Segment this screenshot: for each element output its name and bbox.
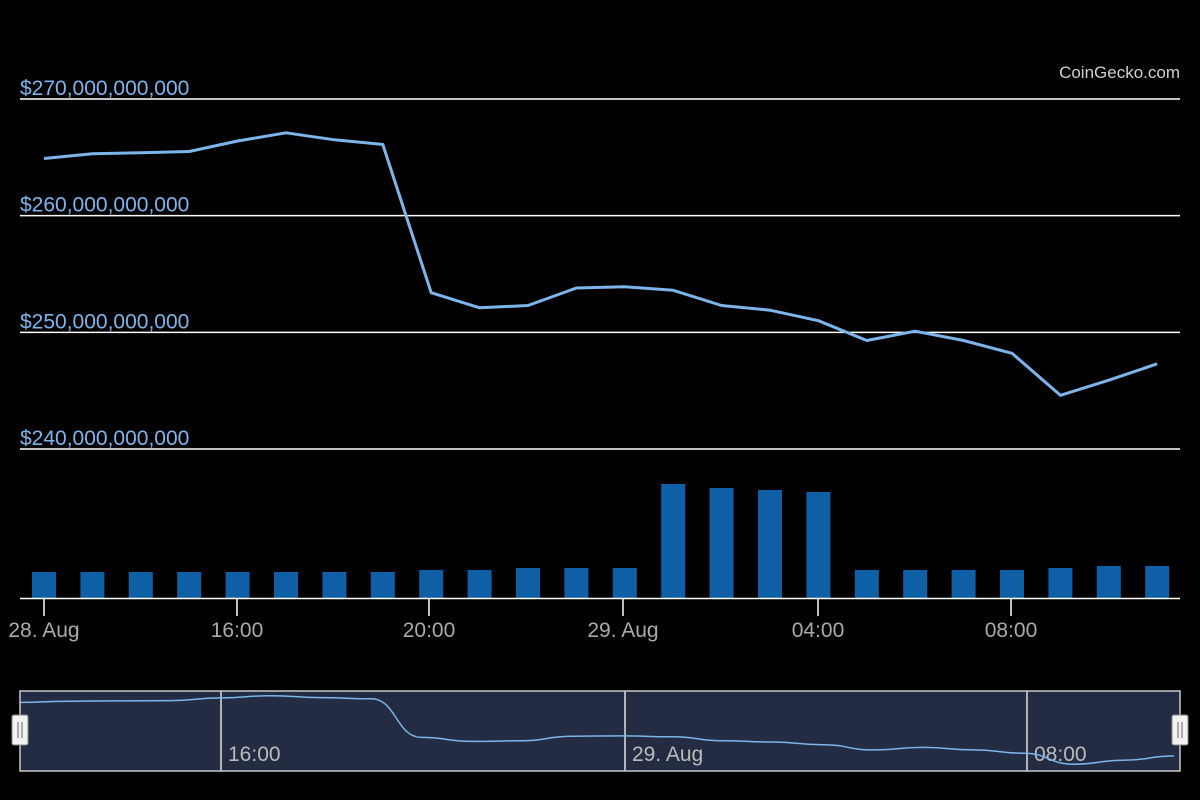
volume-bar xyxy=(758,490,782,598)
navigator-tick-label: 08:00 xyxy=(1034,743,1087,766)
volume-bar xyxy=(177,572,202,598)
volume-bar xyxy=(516,568,540,598)
y-tick-label: $270,000,000,000 xyxy=(20,77,189,100)
x-tick-label: 04:00 xyxy=(792,619,845,642)
series-line-market-cap xyxy=(43,131,1158,397)
volume-bar xyxy=(854,570,879,598)
y-tick-label: $240,000,000,000 xyxy=(20,427,189,450)
y-axis-labels: $270,000,000,000 $260,000,000,000 $250,000… xyxy=(20,77,189,450)
volume-bars xyxy=(32,484,1170,598)
volume-bar xyxy=(951,570,976,598)
volume-bar xyxy=(32,572,56,598)
x-tick-label: 08:00 xyxy=(985,619,1038,642)
navigator-handle-right[interactable] xyxy=(1171,714,1189,746)
navigator-handle-left[interactable] xyxy=(11,714,29,746)
y-grid xyxy=(20,98,1180,450)
x-tick-label: 20:00 xyxy=(403,619,456,642)
volume-bar xyxy=(1048,568,1073,598)
volume-bar xyxy=(612,568,637,598)
volume-bar xyxy=(225,572,250,598)
x-tick-label: 16:00 xyxy=(211,619,264,642)
y-tick-label: $250,000,000,000 xyxy=(20,310,189,333)
volume-bar xyxy=(661,484,686,598)
volume-bar xyxy=(564,568,589,598)
volume-bar xyxy=(1000,570,1024,598)
volume-bar xyxy=(467,570,492,598)
navigator-tick-label: 29. Aug xyxy=(632,743,703,766)
volume-bar xyxy=(322,572,347,598)
credits-link[interactable]: CoinGecko.com xyxy=(1059,63,1180,82)
volume-bar xyxy=(1096,566,1121,598)
volume-bar xyxy=(709,488,734,598)
navigator-tick-label: 16:00 xyxy=(228,743,281,766)
x-tick-label: 28. Aug xyxy=(8,619,79,642)
volume-bar xyxy=(419,570,444,598)
x-tick-label: 29. Aug xyxy=(587,619,658,642)
y-tick-label: $260,000,000,000 xyxy=(20,194,189,217)
x-axis: 28. Aug 16:00 20:00 29. Aug 04:00 08:00 xyxy=(8,598,1037,642)
navigator-selection[interactable] xyxy=(20,691,1180,771)
volume-bar xyxy=(806,492,831,598)
volume-bar xyxy=(80,572,105,598)
volume-bar xyxy=(274,572,298,598)
volume-bar xyxy=(1145,566,1170,598)
volume-bar xyxy=(370,572,395,598)
volume-bar xyxy=(903,570,928,598)
navigator: 16:00 29. Aug 08:00 xyxy=(11,690,1189,772)
volume-bar xyxy=(128,572,153,598)
navigator-series-line xyxy=(19,694,1175,765)
